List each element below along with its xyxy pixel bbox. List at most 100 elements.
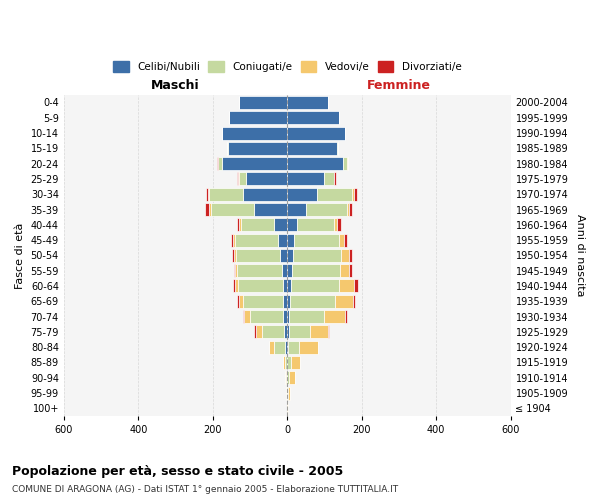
Y-axis label: Anni di nascita: Anni di nascita — [575, 214, 585, 296]
Bar — [242, 188, 287, 200]
Bar — [325, 310, 345, 323]
Bar — [244, 310, 250, 323]
Bar — [306, 203, 347, 216]
Bar — [282, 264, 287, 277]
Bar — [222, 126, 287, 140]
Bar — [269, 340, 274, 353]
Bar — [343, 157, 347, 170]
Bar — [334, 218, 337, 232]
Bar — [337, 218, 341, 232]
Bar — [287, 96, 328, 109]
Bar — [340, 280, 354, 292]
Bar — [227, 142, 287, 155]
Bar — [340, 264, 349, 277]
Bar — [347, 203, 349, 216]
Bar — [283, 280, 287, 292]
Bar — [287, 142, 337, 155]
Text: Femmine: Femmine — [367, 79, 431, 92]
Bar — [239, 218, 241, 232]
Bar — [328, 326, 329, 338]
Bar — [287, 234, 294, 246]
Bar — [352, 188, 354, 200]
Bar — [287, 157, 343, 170]
Bar — [254, 326, 256, 338]
Bar — [294, 234, 338, 246]
Bar — [208, 188, 209, 200]
Bar — [285, 371, 286, 384]
Bar — [287, 112, 340, 124]
Bar — [236, 249, 280, 262]
Bar — [347, 157, 348, 170]
Bar — [287, 295, 290, 308]
Bar — [256, 326, 262, 338]
Bar — [317, 188, 352, 200]
Bar — [287, 386, 288, 400]
Bar — [287, 326, 289, 338]
Bar — [278, 234, 287, 246]
Bar — [233, 280, 235, 292]
Bar — [287, 340, 288, 353]
Bar — [287, 188, 317, 200]
Text: Popolazione per età, sesso e stato civile - 2005: Popolazione per età, sesso e stato civil… — [12, 465, 343, 478]
Bar — [292, 264, 340, 277]
Bar — [274, 218, 287, 232]
Bar — [211, 203, 254, 216]
Bar — [254, 203, 287, 216]
Text: COMUNE DI ARAGONA (AG) - Dati ISTAT 1° gennaio 2005 - Elaborazione TUTTITALIA.IT: COMUNE DI ARAGONA (AG) - Dati ISTAT 1° g… — [12, 485, 398, 494]
Bar — [241, 218, 274, 232]
Bar — [242, 295, 283, 308]
Bar — [288, 340, 299, 353]
Bar — [274, 340, 286, 353]
Bar — [289, 371, 295, 384]
Bar — [205, 203, 209, 216]
Bar — [229, 112, 287, 124]
Bar — [345, 310, 347, 323]
Bar — [287, 172, 325, 186]
Bar — [287, 203, 306, 216]
Bar — [354, 188, 357, 200]
Bar — [235, 280, 238, 292]
Bar — [284, 326, 287, 338]
Bar — [262, 326, 284, 338]
Bar — [286, 340, 287, 353]
Bar — [238, 172, 239, 186]
Bar — [238, 264, 282, 277]
Bar — [287, 356, 291, 369]
Bar — [233, 264, 235, 277]
Bar — [335, 295, 353, 308]
Bar — [287, 126, 345, 140]
Bar — [289, 326, 310, 338]
Bar — [280, 249, 287, 262]
Bar — [310, 326, 328, 338]
Bar — [293, 249, 341, 262]
Bar — [286, 371, 287, 384]
Bar — [349, 203, 352, 216]
Bar — [238, 280, 283, 292]
Bar — [234, 249, 236, 262]
Bar — [287, 249, 293, 262]
Bar — [235, 234, 278, 246]
Bar — [283, 295, 287, 308]
Bar — [287, 264, 292, 277]
Bar — [283, 356, 286, 369]
Bar — [209, 188, 242, 200]
Bar — [334, 172, 335, 186]
Bar — [288, 386, 290, 400]
Bar — [246, 172, 287, 186]
Bar — [209, 203, 211, 216]
Bar — [232, 234, 233, 246]
Bar — [344, 234, 347, 246]
Bar — [349, 249, 352, 262]
Bar — [325, 172, 334, 186]
Bar — [290, 295, 335, 308]
Bar — [299, 340, 318, 353]
Bar — [349, 264, 352, 277]
Bar — [341, 249, 349, 262]
Text: Maschi: Maschi — [151, 79, 200, 92]
Bar — [239, 96, 287, 109]
Bar — [237, 295, 239, 308]
Bar — [291, 280, 340, 292]
Legend: Celibi/Nubili, Coniugati/e, Vedovi/e, Divorziati/e: Celibi/Nubili, Coniugati/e, Vedovi/e, Di… — [110, 58, 464, 76]
Bar — [287, 371, 289, 384]
Bar — [286, 356, 287, 369]
